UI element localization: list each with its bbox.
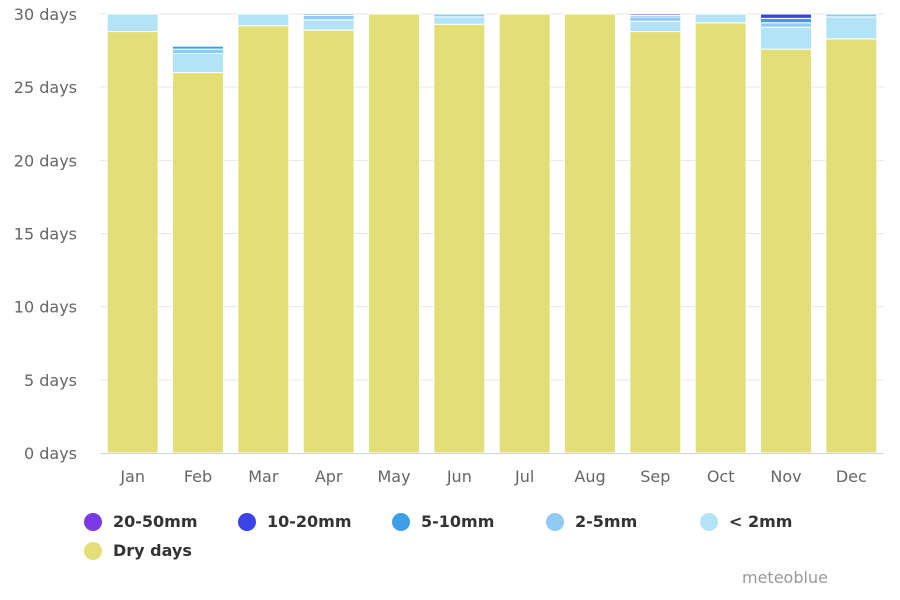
legend-dot-icon (546, 512, 564, 531)
bar-segment--2mm[interactable] (106, 13, 159, 33)
y-tick-label: 0 days (24, 444, 77, 463)
bar-segment-5-10mm[interactable] (760, 17, 812, 24)
legend-label: < 2mm (729, 512, 793, 531)
x-tick-label: Jan (119, 467, 145, 486)
bar-segment-2-5mm[interactable] (302, 14, 355, 21)
legend-label: Dry days (113, 541, 192, 560)
x-tick-label: Aug (574, 467, 605, 486)
grid-lines (100, 13, 884, 381)
bar-segment-dry-days[interactable] (760, 48, 812, 454)
bar-segment--2mm[interactable] (694, 13, 747, 24)
y-tick-label: 20 days (14, 151, 77, 170)
x-tick-label: Oct (707, 467, 735, 486)
legend-item-20-50mm[interactable]: 20-50mm (84, 512, 198, 531)
bar-segment-dry-days[interactable] (498, 13, 551, 454)
bar-segment-dry-days[interactable] (564, 13, 616, 454)
legend-label: 2-5mm (575, 512, 638, 531)
bar-segment-10-20mm[interactable] (760, 13, 812, 19)
bar-segment-5-10mm[interactable] (302, 13, 355, 16)
bar-segment-2-5mm[interactable] (629, 16, 682, 22)
bar-segment-dry-days[interactable] (825, 38, 878, 454)
bar-segment--2mm[interactable] (237, 13, 290, 27)
bar-segment--2mm[interactable] (302, 19, 355, 31)
legend-label: 20-50mm (113, 512, 198, 531)
y-tick-label: 5 days (24, 371, 77, 390)
bar-segment-5-10mm[interactable] (172, 45, 224, 50)
bar-segment--2mm[interactable] (172, 53, 224, 74)
legend-dot-icon (84, 541, 102, 560)
legend-label: 10-20mm (267, 512, 352, 531)
bar-segment-2-5mm[interactable] (172, 48, 224, 55)
bar-segment-dry-days[interactable] (237, 25, 290, 454)
x-tick-label: Apr (315, 467, 343, 486)
x-tick-label: Feb (184, 467, 212, 486)
legend-dot-icon (392, 512, 410, 531)
y-tick-label: 30 days (14, 5, 77, 24)
legend-dot-icon (84, 512, 102, 531)
bar-segment--2mm[interactable] (433, 16, 486, 25)
bars (106, 13, 878, 454)
y-tick-label: 10 days (14, 298, 77, 317)
x-axis-ticks: Jan Feb Mar Apr May Jun Jul Aug Sep Oct Nov Dec (119, 467, 866, 486)
legend-item-dry-days[interactable]: Dry days (84, 541, 192, 560)
y-tick-label: 15 days (14, 225, 77, 244)
legend-label: 5-10mm (421, 512, 495, 531)
bar-segment-dry-days[interactable] (368, 13, 420, 454)
x-tick-label: Mar (248, 467, 279, 486)
legend-item-5-10mm[interactable]: 5-10mm (392, 512, 494, 531)
bar-segment--2mm[interactable] (629, 20, 682, 33)
legend-item-2-5mm[interactable]: 2-5mm (546, 512, 637, 531)
bar-segment-dry-days[interactable] (629, 31, 682, 454)
y-tick-label: 25 days (14, 78, 77, 97)
bar-segment-2-5mm[interactable] (825, 13, 878, 18)
bar-segment--2mm[interactable] (760, 26, 812, 50)
bar-segment-dry-days[interactable] (433, 23, 486, 454)
x-tick-label: Jul (514, 467, 534, 486)
legend-item-10-20mm[interactable]: 10-20mm (238, 512, 352, 531)
legend-dot-icon (700, 512, 718, 531)
x-tick-label: Nov (770, 467, 801, 486)
bar-segment-dry-days[interactable] (172, 72, 224, 454)
legend-item-lt-2mm[interactable]: < 2mm (700, 512, 792, 531)
bar-segment-2-5mm[interactable] (433, 13, 486, 18)
bar-segment-10-20mm[interactable] (629, 13, 682, 16)
bar-segment--2mm[interactable] (825, 16, 878, 40)
bar-segment-2-5mm[interactable] (760, 22, 812, 28)
x-tick-label: Sep (640, 467, 670, 486)
credit-text: meteoblue (742, 568, 828, 587)
x-tick-label: Dec (836, 467, 867, 486)
bar-segment-dry-days[interactable] (694, 22, 747, 454)
bar-segment-dry-days[interactable] (302, 29, 355, 454)
bar-segment-dry-days[interactable] (106, 31, 159, 454)
y-axis-ticks: 0 days 5 days 10 days 15 days 20 days 25 days… (14, 5, 77, 463)
legend-dot-icon (238, 512, 256, 531)
x-tick-label: May (377, 467, 410, 486)
x-tick-label: Jun (446, 467, 472, 486)
